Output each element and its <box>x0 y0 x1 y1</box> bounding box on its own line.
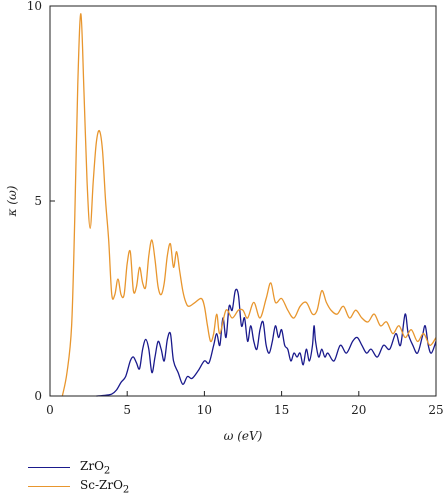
x-tick-label: 10 <box>197 403 212 417</box>
series-line-zro2 <box>96 288 437 397</box>
legend-label-sc-zro2-main: Sc-ZrO <box>80 477 123 492</box>
x-axis-label: ω (eV) <box>224 429 263 443</box>
legend: ZrO2 Sc-ZrO2 <box>28 458 129 496</box>
x-tick-label: 20 <box>351 403 366 417</box>
x-tick-label: 15 <box>274 403 289 417</box>
tick-layer: 0 5 10 15 20 25 0 5 10 <box>27 0 444 417</box>
series-layer <box>61 13 437 397</box>
legend-label-zro2: ZrO2 <box>80 459 110 476</box>
legend-label-zro2-sub: 2 <box>103 465 111 477</box>
chart-canvas: 0 5 10 15 20 25 0 5 10 ω (eV) κ (ω) <box>5 0 444 443</box>
plot-frame <box>49 5 437 397</box>
x-tick-label: 5 <box>123 403 131 417</box>
legend-item-zro2: ZrO2 <box>28 458 129 477</box>
y-tick-label: 10 <box>27 0 42 13</box>
y-axis-label: κ (ω) <box>5 185 19 217</box>
legend-swatch-zro2 <box>28 467 70 468</box>
legend-item-sc-zro2: Sc-ZrO2 <box>28 477 129 496</box>
legend-label-sc-zro2-sub: 2 <box>122 484 130 496</box>
y-tick-label: 5 <box>34 194 42 208</box>
x-tick-label: 0 <box>46 403 54 417</box>
legend-label-zro2-main: ZrO <box>80 458 104 473</box>
series-line-sc-zro2 <box>61 13 437 397</box>
y-tick-label: 0 <box>34 389 42 403</box>
legend-swatch-sc-zro2 <box>28 486 70 487</box>
legend-label-sc-zro2: Sc-ZrO2 <box>80 478 129 495</box>
x-tick-label: 25 <box>428 403 443 417</box>
